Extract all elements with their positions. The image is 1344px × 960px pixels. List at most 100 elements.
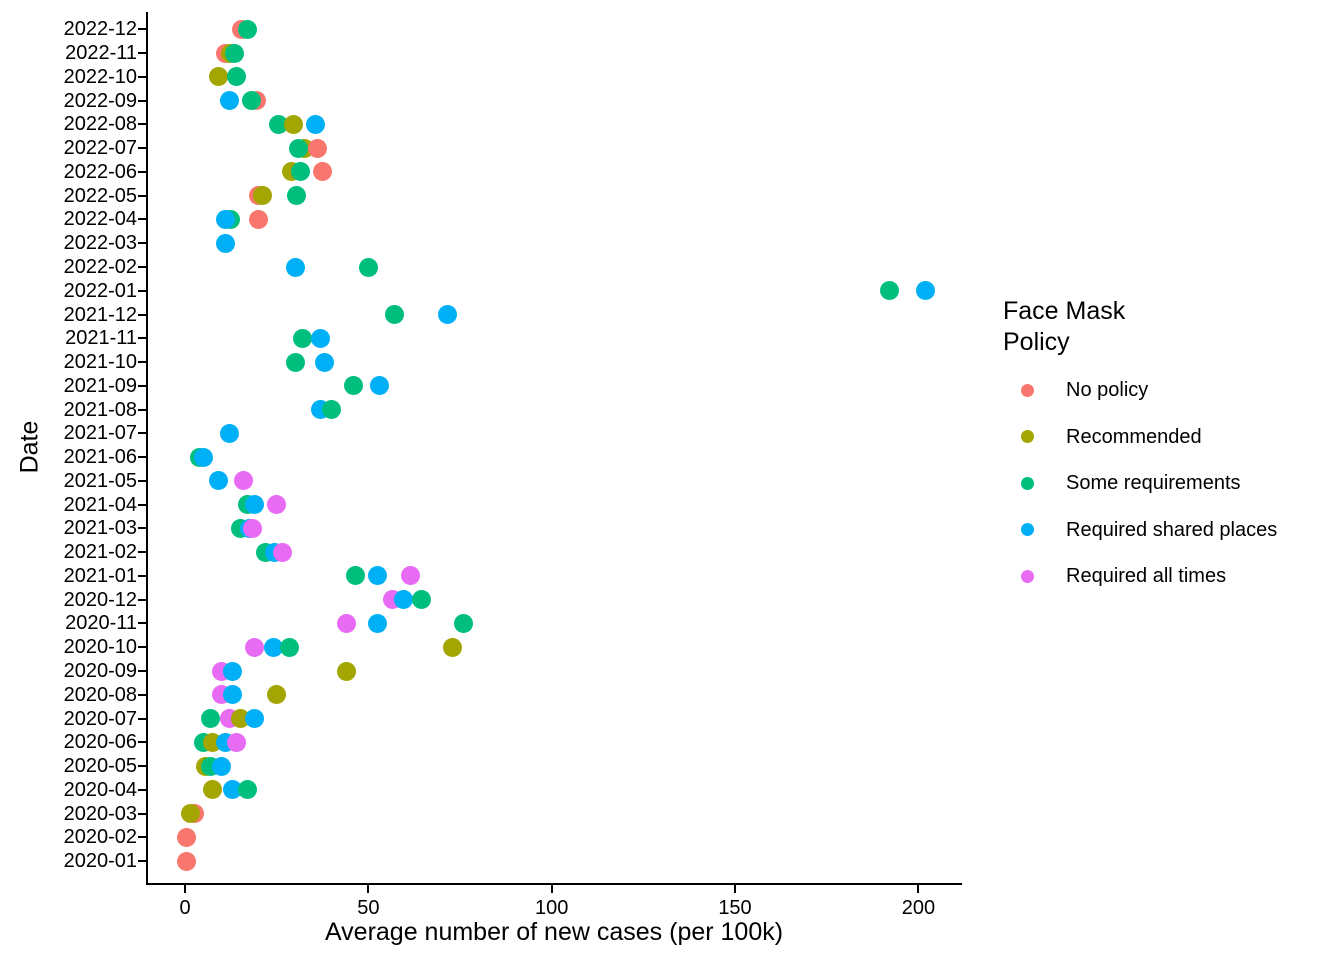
- data-point: [241, 91, 261, 111]
- y-tick: [138, 693, 146, 696]
- y-tick-label: 2022-12: [63, 18, 137, 41]
- x-tick: [734, 885, 736, 893]
- y-tick-label: 2020-12: [63, 588, 137, 611]
- y-tick: [138, 574, 146, 577]
- legend-title-line-1: Face Mask: [1003, 297, 1126, 325]
- y-tick-label: 2022-09: [63, 89, 137, 112]
- data-point: [307, 138, 327, 158]
- data-point: [237, 19, 257, 39]
- y-tick: [138, 75, 146, 78]
- data-point: [437, 305, 457, 324]
- x-tick: [917, 885, 920, 893]
- data-point: [346, 566, 365, 586]
- y-tick: [138, 432, 146, 435]
- data-point: [401, 566, 420, 586]
- data-point: [212, 756, 232, 776]
- data-point: [176, 827, 196, 847]
- y-tick-label: 2020-07: [63, 707, 137, 730]
- y-tick-label: 2021-03: [63, 517, 137, 540]
- data-point: [314, 352, 334, 372]
- data-point: [215, 233, 235, 253]
- data-point: [384, 305, 404, 324]
- y-tick: [138, 456, 146, 459]
- x-tick: [184, 885, 186, 893]
- y-tick-label: 2021-01: [63, 564, 137, 587]
- y-tick: [138, 28, 146, 31]
- y-tick-label: 2022-07: [63, 137, 137, 160]
- data-point: [344, 376, 364, 396]
- data-point: [336, 613, 356, 633]
- x-tick-label: 200: [901, 897, 936, 919]
- data-point: [393, 590, 413, 610]
- data-point: [916, 281, 936, 301]
- y-tick-label: 2020-03: [63, 802, 137, 825]
- y-tick: [138, 741, 146, 744]
- data-point: [226, 67, 246, 87]
- x-axis-line: [146, 883, 962, 885]
- y-tick-label: 2020-02: [63, 826, 137, 849]
- data-point: [176, 851, 196, 871]
- data-point: [208, 67, 228, 87]
- data-point: [879, 281, 899, 301]
- data-point: [225, 43, 244, 63]
- legend-entry-label: Recommended: [1066, 425, 1202, 448]
- y-tick-label: 2021-04: [63, 493, 137, 516]
- data-point: [368, 566, 387, 586]
- data-point: [285, 352, 305, 372]
- data-point: [305, 114, 325, 134]
- legend-swatch: [1021, 430, 1034, 443]
- x-tick-label: 0: [179, 897, 191, 919]
- y-tick: [138, 765, 146, 767]
- data-point: [245, 637, 265, 657]
- legend-title: Face Mask Policy: [1003, 296, 1125, 358]
- y-tick-label: 2020-05: [63, 755, 137, 777]
- legend-entry-label: Some requirements: [1066, 472, 1241, 494]
- y-tick: [138, 646, 146, 649]
- y-tick: [138, 123, 146, 126]
- y-tick: [138, 313, 146, 316]
- data-point: [289, 138, 309, 158]
- y-tick-label: 2021-10: [63, 351, 137, 373]
- y-tick: [138, 147, 146, 150]
- data-point: [285, 257, 305, 277]
- y-axis-title: Date: [15, 420, 44, 474]
- data-point: [243, 518, 263, 538]
- data-point: [208, 471, 228, 491]
- legend-swatch: [1021, 383, 1034, 397]
- data-point: [267, 685, 287, 705]
- y-tick-label: 2021-07: [63, 422, 137, 445]
- y-tick: [138, 361, 146, 363]
- y-tick-label: 2020-04: [63, 778, 137, 801]
- y-tick: [138, 99, 146, 102]
- y-tick-label: 2020-09: [63, 660, 137, 682]
- data-point: [454, 613, 474, 633]
- data-point: [203, 780, 222, 800]
- y-tick: [138, 551, 146, 554]
- y-tick: [138, 384, 146, 387]
- y-tick-label: 2020-01: [63, 850, 137, 873]
- y-tick: [138, 836, 146, 839]
- y-tick-label: 2022-05: [63, 184, 137, 207]
- y-tick-label: 2021-08: [63, 398, 137, 421]
- y-tick-label: 2021-02: [63, 541, 137, 564]
- y-tick: [138, 289, 146, 292]
- data-point: [412, 590, 431, 610]
- y-tick: [138, 622, 146, 625]
- y-tick: [138, 503, 146, 506]
- data-point: [336, 661, 356, 681]
- y-tick-label: 2022-03: [63, 232, 137, 255]
- data-point: [252, 186, 272, 206]
- data-point: [201, 709, 221, 728]
- legend-swatch: [1021, 523, 1034, 536]
- data-point: [322, 400, 342, 420]
- legend-swatch: [1021, 569, 1034, 583]
- y-tick-label: 2022-04: [63, 208, 137, 231]
- data-point: [443, 637, 463, 657]
- data-point: [280, 637, 299, 657]
- y-tick-label: 2020-06: [63, 731, 137, 754]
- y-tick-label: 2021-05: [63, 469, 137, 492]
- y-tick-label: 2020-08: [63, 683, 137, 706]
- y-tick: [138, 527, 146, 530]
- data-point: [223, 780, 243, 800]
